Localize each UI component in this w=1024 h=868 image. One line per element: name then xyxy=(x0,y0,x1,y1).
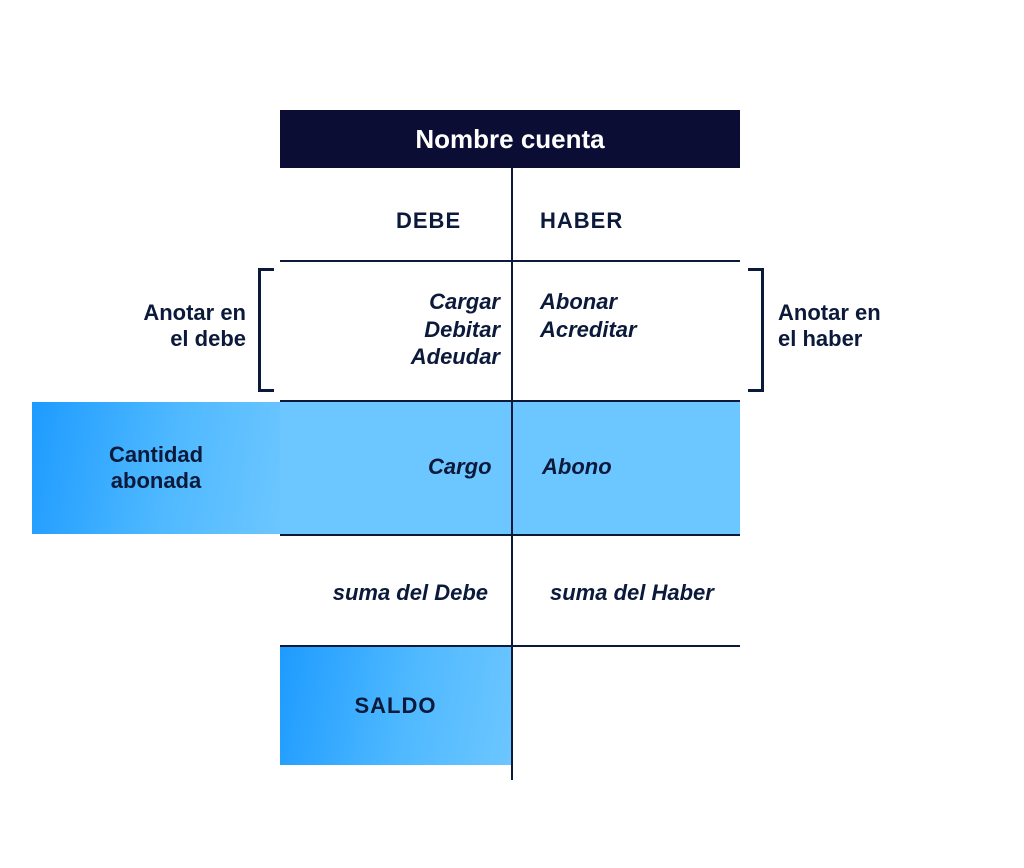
haber-verb-1: Abonar xyxy=(540,288,760,316)
amount-row-label-line1: Cantidad xyxy=(109,442,203,468)
amount-row-label: Cantidad abonada xyxy=(32,402,280,534)
account-title-text: Nombre cuenta xyxy=(415,124,604,155)
debe-verb-1: Cargar xyxy=(300,288,500,316)
column-header-debe: DEBE xyxy=(396,208,461,234)
haber-verbs: Abonar Acreditar xyxy=(540,288,760,343)
haber-verb-2: Acreditar xyxy=(540,316,760,344)
hline-under-amount xyxy=(280,534,740,536)
debe-verbs: Cargar Debitar Adeudar xyxy=(300,288,500,371)
sum-haber: suma del Haber xyxy=(550,580,714,606)
brace-right-icon xyxy=(748,268,764,392)
side-label-debe-line2: el debe xyxy=(46,326,246,352)
brace-left-icon xyxy=(258,268,274,392)
amount-row-cells: Cargo Abono xyxy=(280,402,740,534)
side-label-haber-line2: el haber xyxy=(778,326,998,352)
amount-row-label-line2: abonada xyxy=(109,468,203,494)
saldo-text: SALDO xyxy=(355,693,437,719)
amount-row: Cantidad abonada Cargo Abono xyxy=(32,402,740,534)
amount-cell-debe: Cargo xyxy=(428,454,492,480)
column-header-haber: HABER xyxy=(540,208,623,234)
t-account-diagram: Nombre cuenta DEBE HABER Cargar Debitar … xyxy=(0,0,1024,868)
side-label-debe: Anotar en el debe xyxy=(46,300,246,353)
amount-row-vline xyxy=(511,402,513,534)
side-label-haber-line1: Anotar en xyxy=(778,300,998,326)
debe-verb-3: Adeudar xyxy=(300,343,500,371)
debe-verb-2: Debitar xyxy=(300,316,500,344)
side-label-haber: Anotar en el haber xyxy=(778,300,998,353)
saldo-box: SALDO xyxy=(280,647,511,765)
sum-debe: suma del Debe xyxy=(333,580,488,606)
side-label-debe-line1: Anotar en xyxy=(46,300,246,326)
hline-under-headers xyxy=(280,260,740,262)
account-title-bar: Nombre cuenta xyxy=(280,110,740,168)
amount-cell-haber: Abono xyxy=(542,454,612,480)
